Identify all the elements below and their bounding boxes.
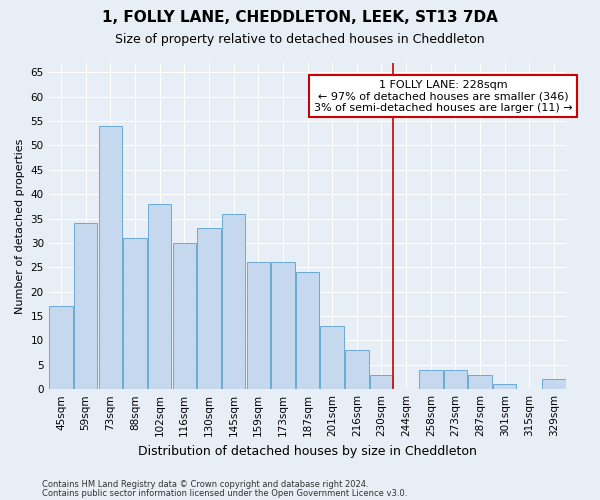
Text: 1 FOLLY LANE: 228sqm
← 97% of detached houses are smaller (346)
3% of semi-detac: 1 FOLLY LANE: 228sqm ← 97% of detached h… [314, 80, 572, 113]
Bar [197, 228, 221, 389]
Bar [222, 214, 245, 389]
Bar [370, 374, 393, 389]
Bar [173, 243, 196, 389]
Bar [271, 262, 295, 389]
Bar [74, 224, 97, 389]
Bar [98, 126, 122, 389]
Text: Contains HM Land Registry data © Crown copyright and database right 2024.: Contains HM Land Registry data © Crown c… [42, 480, 368, 489]
X-axis label: Distribution of detached houses by size in Cheddleton: Distribution of detached houses by size … [138, 444, 477, 458]
Bar [444, 370, 467, 389]
Bar [345, 350, 368, 389]
Y-axis label: Number of detached properties: Number of detached properties [15, 138, 25, 314]
Text: Size of property relative to detached houses in Cheddleton: Size of property relative to detached ho… [115, 32, 485, 46]
Text: Contains public sector information licensed under the Open Government Licence v3: Contains public sector information licen… [42, 490, 407, 498]
Bar [320, 326, 344, 389]
Bar [123, 238, 146, 389]
Bar [148, 204, 172, 389]
Bar [542, 380, 566, 389]
Bar [469, 374, 492, 389]
Bar [296, 272, 319, 389]
Bar [49, 306, 73, 389]
Bar [493, 384, 517, 389]
Bar [247, 262, 270, 389]
Bar [419, 370, 443, 389]
Text: 1, FOLLY LANE, CHEDDLETON, LEEK, ST13 7DA: 1, FOLLY LANE, CHEDDLETON, LEEK, ST13 7D… [102, 10, 498, 25]
